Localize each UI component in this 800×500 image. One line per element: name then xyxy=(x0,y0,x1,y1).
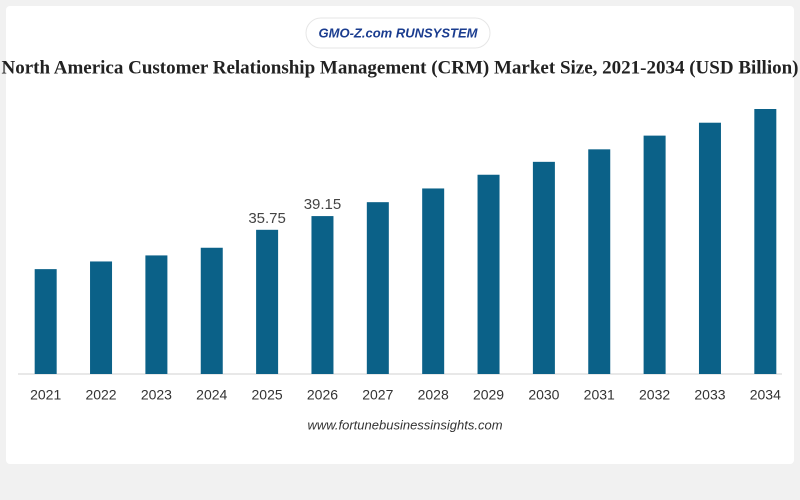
bar xyxy=(477,174,500,374)
bar xyxy=(422,188,445,374)
x-tick-label: 2026 xyxy=(307,387,338,403)
bar xyxy=(588,149,611,374)
bar xyxy=(200,247,223,374)
logo: GMO-Z.com RUNSYSTEM xyxy=(319,25,479,40)
x-tick-label: 2024 xyxy=(196,387,227,403)
chart-title: North America Customer Relationship Mana… xyxy=(1,57,798,78)
x-tick-label: 2027 xyxy=(362,387,393,403)
x-tick-label: 2034 xyxy=(750,387,781,403)
value-label: 39.15 xyxy=(304,196,342,213)
x-tick-label: 2021 xyxy=(30,387,61,403)
logo-badge xyxy=(305,17,491,49)
bar xyxy=(34,269,57,374)
x-tick-label: 2032 xyxy=(639,387,670,403)
x-tick-label: 2025 xyxy=(252,387,283,403)
bar xyxy=(754,109,777,374)
bar xyxy=(311,216,334,374)
x-tick-label: 2029 xyxy=(473,387,504,403)
bar xyxy=(532,161,555,374)
x-tick-label: 2028 xyxy=(418,387,449,403)
x-tick-label: 2022 xyxy=(85,387,116,403)
x-tick-label: 2031 xyxy=(584,387,615,403)
value-label: 35.75 xyxy=(248,210,286,227)
bar xyxy=(90,261,113,374)
x-tick-label: 2030 xyxy=(528,387,559,403)
bar xyxy=(145,255,168,374)
bar xyxy=(698,122,721,374)
bar xyxy=(643,135,666,374)
x-tick-label: 2023 xyxy=(141,387,172,403)
bar xyxy=(256,229,279,374)
x-tick-label: 2033 xyxy=(694,387,725,403)
bar xyxy=(366,202,389,374)
source: www.fortunebusinessinsights.com xyxy=(307,417,502,432)
